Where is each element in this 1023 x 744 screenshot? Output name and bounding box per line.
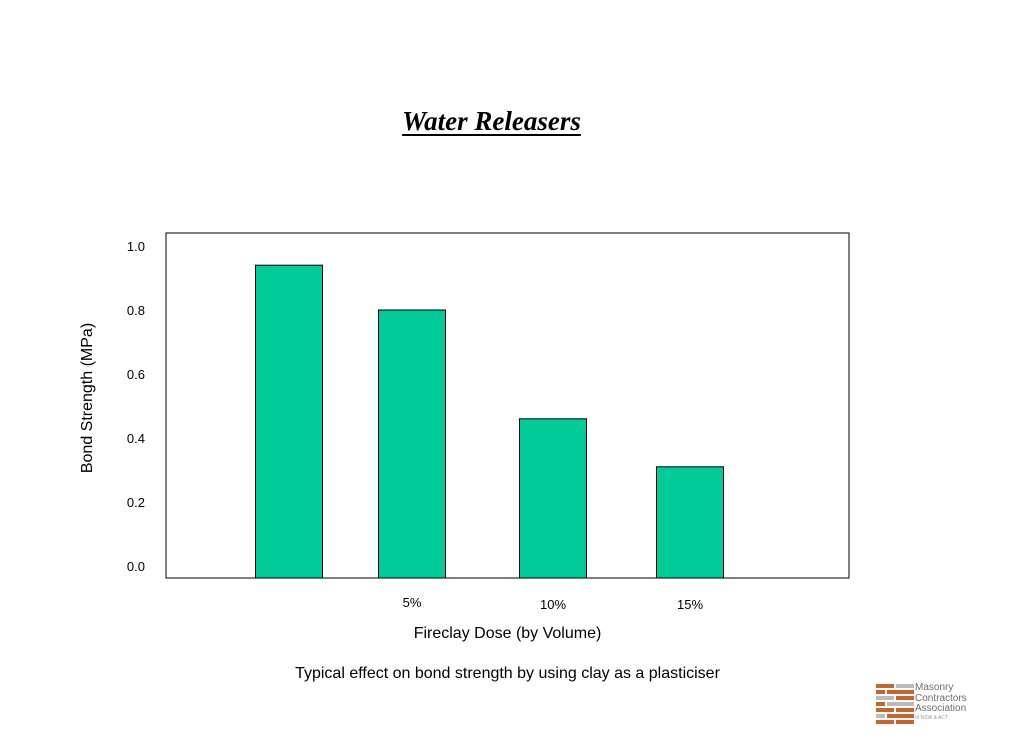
x-tick-label: 15%: [677, 597, 703, 612]
logo-line-1: Masonry: [915, 682, 954, 693]
y-axis-label: Bond Strength (MPa): [79, 323, 96, 473]
x-axis-label: Fireclay Dose (by Volume): [413, 625, 602, 642]
bar-3: [656, 466, 724, 579]
logo-bricks-icon: [876, 684, 914, 724]
bar-0: [255, 264, 323, 579]
bar-2: [519, 418, 587, 579]
y-axis-ticks: 0.0 0.2 0.4 0.6 0.8 1.0: [127, 239, 145, 574]
logo-subline: of NSW & ACT: [915, 714, 949, 721]
x-axis-ticks: 5% 10% 15%: [403, 595, 704, 612]
bar-1: [378, 309, 446, 579]
slide-title: Water Releasers: [402, 106, 581, 136]
chart-caption: Typical effect on bond strength by using…: [295, 665, 720, 682]
y-tick-label: 0.2: [127, 495, 145, 510]
y-tick-label: 1.0: [127, 239, 145, 254]
bars-group: [255, 264, 724, 579]
mca-logo: Masonry Contractors Association of NSW &…: [876, 682, 991, 725]
logo-text: Masonry Contractors Association of NSW &…: [915, 682, 967, 721]
x-tick-label: 5%: [403, 595, 422, 610]
y-tick-label: 0.8: [127, 303, 145, 318]
y-tick-label: 0.6: [127, 367, 145, 382]
y-tick-label: 0.4: [127, 431, 145, 446]
x-tick-label: 10%: [540, 597, 566, 612]
logo-line-2: Contractors: [915, 692, 967, 704]
logo-line-3: Association: [915, 703, 967, 714]
y-tick-label: 0.0: [127, 559, 145, 574]
